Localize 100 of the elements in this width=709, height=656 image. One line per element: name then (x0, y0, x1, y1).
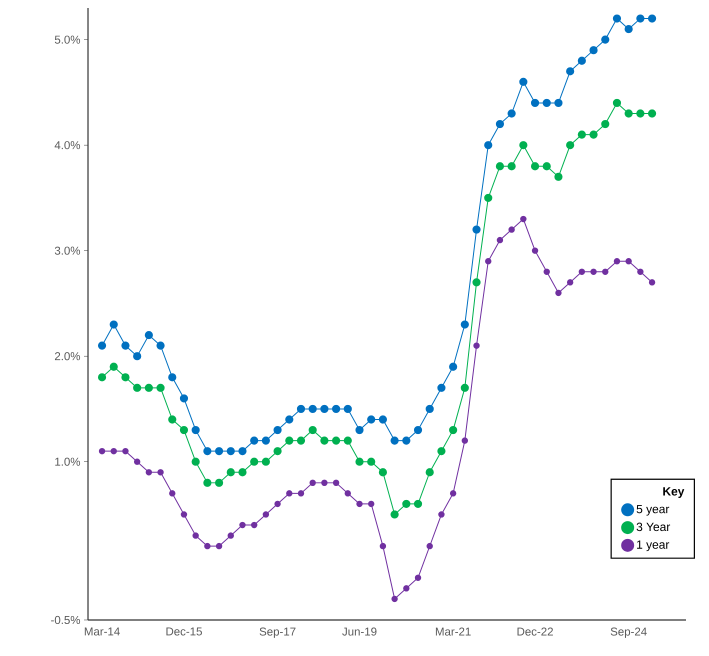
point (239, 522, 246, 528)
point (168, 373, 176, 382)
point (437, 384, 446, 392)
point (530, 98, 540, 108)
point (544, 268, 550, 275)
point (636, 109, 644, 118)
point (485, 258, 492, 264)
point (250, 522, 258, 528)
point (98, 448, 106, 454)
point (262, 511, 270, 518)
y-tick-label: 3.0% (54, 246, 80, 255)
x-tick-label: Mar-21 (436, 628, 471, 636)
point (344, 404, 352, 414)
point (508, 109, 516, 118)
point (250, 436, 258, 445)
point (238, 468, 247, 476)
point (484, 194, 492, 202)
point (438, 511, 445, 518)
point (144, 384, 153, 392)
point (473, 342, 480, 349)
point (192, 458, 200, 466)
point (462, 437, 468, 444)
point (168, 415, 176, 424)
point (344, 436, 352, 445)
point (144, 331, 153, 340)
point (426, 468, 434, 476)
point (226, 447, 235, 456)
point (367, 415, 376, 424)
point (192, 426, 200, 434)
point (110, 362, 118, 371)
point (402, 500, 410, 508)
x-tick-label: Dec-22 (518, 628, 553, 636)
point (484, 141, 492, 150)
point (530, 162, 540, 170)
point (146, 469, 152, 476)
point (542, 162, 551, 170)
point (216, 542, 222, 550)
point (122, 448, 129, 454)
point (426, 404, 434, 414)
point (274, 426, 282, 434)
point (203, 447, 212, 456)
point (542, 98, 551, 108)
point (612, 98, 622, 108)
point (321, 480, 328, 486)
legend-label: 3 Year (636, 522, 670, 532)
point (589, 130, 598, 139)
point (308, 426, 317, 434)
legend-label: 5 year (636, 504, 670, 516)
point (310, 480, 316, 486)
point (614, 258, 620, 264)
point (414, 500, 422, 508)
point (566, 141, 574, 150)
point (636, 14, 644, 23)
point (378, 468, 387, 476)
point (98, 342, 106, 350)
point (110, 448, 117, 454)
point (156, 384, 165, 392)
point (648, 109, 656, 118)
point (566, 67, 574, 76)
point (356, 500, 363, 508)
point (578, 56, 586, 65)
point (554, 98, 563, 108)
point (180, 511, 188, 518)
point (519, 78, 528, 86)
point (134, 458, 140, 465)
point (450, 490, 456, 497)
point (98, 373, 106, 382)
point (390, 510, 399, 519)
y-tick-label: -0.5% (51, 616, 80, 624)
y-tick-label: 4.0% (54, 141, 80, 150)
point (496, 162, 504, 170)
x-tick-label: Sep-17 (260, 628, 296, 638)
point (296, 436, 306, 445)
point (449, 426, 458, 434)
point (285, 415, 294, 424)
point (262, 458, 270, 466)
legend-label: 1 year (637, 540, 670, 552)
x-tick-label: Mar-14 (84, 628, 120, 636)
point (285, 436, 294, 445)
point (298, 490, 304, 497)
y-tick-label: 2.0% (54, 352, 80, 360)
point (133, 384, 142, 392)
point (332, 404, 340, 414)
point (203, 478, 212, 487)
point (472, 278, 481, 286)
point (508, 226, 515, 233)
point (110, 320, 118, 329)
point (274, 500, 281, 508)
point (589, 46, 598, 54)
point (180, 394, 188, 402)
point (355, 426, 364, 434)
point (214, 478, 224, 487)
point (378, 415, 387, 424)
point (121, 373, 130, 382)
y-tick-label: 1.0% (55, 458, 80, 466)
point (460, 320, 469, 329)
point (391, 596, 398, 602)
point (414, 574, 422, 581)
point (204, 542, 211, 550)
point (578, 130, 586, 139)
